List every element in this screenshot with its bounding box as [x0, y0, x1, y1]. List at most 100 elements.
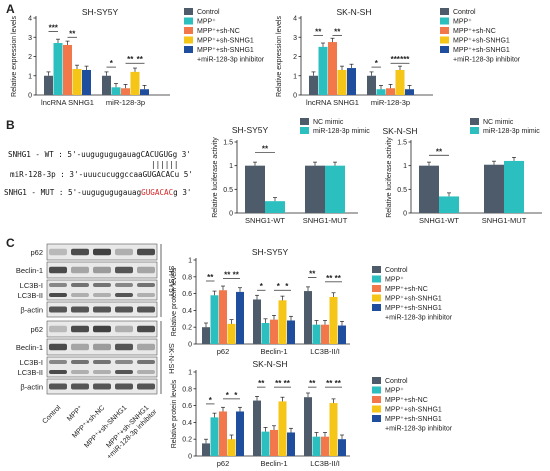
seq-pairing-bars: ||||||	[151, 160, 179, 169]
legend-a1-label: +miR-128-3p inhibitor	[197, 57, 265, 64]
bar	[337, 69, 347, 95]
y-tick-label: 0.5	[397, 187, 407, 194]
legend-a2-swatch	[440, 36, 449, 44]
chart-title: SH-SY5Y	[82, 7, 119, 17]
bar	[130, 71, 140, 95]
legend-a2-label: MPP⁺+sh-SNHG1	[453, 47, 510, 54]
blot-band	[93, 266, 111, 274]
bar	[253, 400, 261, 456]
blot-band	[137, 370, 155, 374]
blot-band	[115, 293, 133, 297]
significance-label: *	[260, 282, 264, 291]
legend-b1-label: NC mimic	[313, 119, 344, 126]
y-tick-label: 1	[293, 73, 297, 80]
blot-band	[93, 383, 111, 390]
seq-mir-site: GUGACAC	[142, 170, 175, 179]
legend-a2-swatch	[440, 17, 449, 25]
y-tick-label: 0.2	[182, 437, 192, 444]
y-axis-label: Relative expression levels	[276, 16, 283, 97]
legend-a1-label: MPP⁺+sh-NC	[197, 28, 240, 35]
legend-c2-label: MPP⁺+sh-SNHG1	[385, 416, 442, 423]
blot-band	[49, 343, 67, 351]
blot-band	[93, 343, 111, 351]
y-tick-label: 0	[188, 342, 192, 349]
blot-band	[115, 325, 133, 333]
x-tick-label: miR-128-3p	[106, 98, 145, 107]
bar	[53, 43, 63, 95]
legend-b1-swatch	[300, 127, 309, 134]
chart-title: SH-SY5Y	[232, 125, 269, 135]
blot-row-label: LC3B-II	[18, 291, 43, 300]
significance-label: **	[309, 379, 316, 388]
legend-a2-label: MPP⁺+sh-NC	[453, 28, 496, 35]
legend-b1-label: miR-128-3p mimic	[313, 128, 370, 135]
legend-c1-swatch	[372, 304, 381, 311]
y-tick-label: 0.6	[182, 403, 192, 410]
seq-mut-site: GUGACAC	[141, 188, 174, 197]
blot-band	[93, 360, 111, 364]
bar	[265, 201, 285, 213]
chart-title: SH-SY5Y	[252, 247, 289, 257]
blot-band	[49, 360, 67, 364]
significance-label: **	[334, 27, 341, 36]
blot-band	[93, 325, 111, 333]
bar	[278, 401, 287, 456]
seq-mut-label: SNHG1 - MUT : 5'-uugugugugauag	[4, 188, 142, 197]
bar	[140, 89, 149, 95]
blot-band	[71, 248, 89, 256]
significance-label: **	[335, 274, 342, 283]
panel-letter-b: B	[6, 118, 15, 132]
bar	[236, 291, 244, 344]
blot-band	[137, 325, 155, 333]
bar	[278, 300, 287, 344]
y-axis-label: Relative luciferase activity	[386, 137, 393, 218]
bar	[305, 165, 325, 213]
bar	[312, 324, 321, 344]
y-tick-label: 0.4	[182, 420, 192, 427]
blot-band	[115, 360, 133, 364]
bar	[338, 325, 346, 344]
significance-label: **	[233, 270, 240, 279]
bar	[328, 42, 337, 95]
blot-band	[115, 370, 133, 374]
bar	[304, 291, 312, 344]
y-tick-label: 1	[229, 163, 233, 170]
y-tick-label: 1.5	[397, 140, 407, 147]
blot-band	[115, 343, 133, 351]
bar	[312, 436, 321, 456]
seq-mut-end: g 3'	[173, 188, 192, 197]
x-tick-label: SNHG1-MUT	[303, 216, 348, 225]
blot-band	[137, 266, 155, 274]
seq-wt-label: SNHG1 - WT : 5'-uugugugugauag	[8, 150, 141, 159]
bar	[219, 411, 227, 456]
seq-wt: SNHG1 - WT : 5'-uugugugugauagCACUGUGg 3'	[8, 150, 191, 159]
chart-title: SK-N-SH	[253, 359, 288, 369]
significance-label: **	[224, 270, 231, 279]
y-tick-label: 3	[293, 35, 297, 42]
y-axis-label: Relative protein levels	[171, 267, 178, 336]
significance-label: **	[335, 379, 342, 388]
significance-label: *	[285, 282, 289, 291]
bar	[287, 432, 295, 456]
y-tick-label: 1	[403, 163, 407, 170]
bar	[321, 436, 329, 456]
y-tick-label: 1	[188, 258, 192, 265]
seq-wt-site: CACUGUG	[140, 150, 173, 159]
blot-band	[49, 383, 67, 390]
significance-label: **	[127, 55, 134, 64]
y-tick-label: 4	[293, 16, 297, 23]
significance-label: *	[375, 59, 379, 68]
seq-wt-end: g 3'	[172, 150, 191, 159]
legend-c1-label: MPP⁺+sh-SNHG1	[385, 296, 442, 303]
bar	[82, 69, 91, 95]
blot-band	[93, 248, 111, 256]
blot-band	[137, 383, 155, 390]
y-tick-label: 4	[28, 16, 32, 23]
blot-band	[71, 266, 89, 274]
blot-lane-label: Control	[41, 404, 62, 425]
bar	[367, 75, 376, 95]
blot-side-label: SH-SY5Y	[167, 265, 176, 297]
bar	[102, 75, 111, 95]
blot-row-label: LC3B-II	[18, 368, 43, 377]
blot-band	[71, 293, 89, 297]
